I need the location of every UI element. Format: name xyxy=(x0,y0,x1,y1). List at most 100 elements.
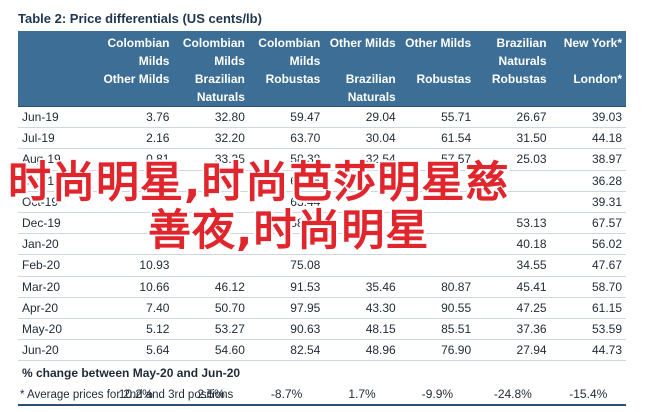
row-value-cell xyxy=(98,191,174,213)
table-row: Feb-20 10.93 75.08 34.55 47.67 xyxy=(18,254,626,277)
row-value-cell: 97.95 xyxy=(248,297,325,319)
column-header-line: Colombian xyxy=(258,36,321,50)
row-value-cell xyxy=(173,254,249,277)
row-value-cell xyxy=(324,254,400,277)
column-header-line: Brazilian xyxy=(345,72,396,86)
row-value-cell: 46.12 xyxy=(173,276,249,298)
row-month-cell: Dec-19 xyxy=(18,212,99,235)
row-month-cell: Sep-19 xyxy=(18,170,99,192)
row-value-cell: 48.15 xyxy=(324,318,400,341)
column-header-line: Other Milds xyxy=(103,72,170,86)
row-month-cell: Aug-19 xyxy=(18,148,99,171)
row-value-cell: 58.73 xyxy=(248,212,325,235)
row-value-cell: 35.46 xyxy=(324,276,400,298)
column-header-line: Naturals xyxy=(347,90,396,104)
row-value-cell: 31.50 xyxy=(475,127,551,150)
row-value-cell xyxy=(324,212,400,235)
table-row: Jun-20 5.64 54.60 82.54 48.96 76.90 27.94 44.73 xyxy=(18,339,626,362)
table-row: Jun-19 3.76 32.80 59.47 29.04 55.71 26.67 39.03 xyxy=(18,106,626,129)
row-value-cell: 3.76 xyxy=(98,106,174,129)
row-value-cell xyxy=(98,233,174,256)
column-header-line: Milds xyxy=(289,54,321,68)
row-value-cell: 45.41 xyxy=(475,276,551,298)
row-value-cell: 57.57 xyxy=(399,148,476,171)
column-header-line: Milds xyxy=(214,54,245,68)
pct-change-value: 1.7% xyxy=(324,383,400,406)
table-row: Dec-19 58.73 53.13 67.57 xyxy=(18,212,626,235)
row-month-cell: Jul-19 xyxy=(18,127,99,150)
row-value-cell: 40.18 xyxy=(475,233,551,256)
column-header: Brazilian Naturals Robustas xyxy=(475,31,551,107)
column-header-line: Other Milds xyxy=(329,36,396,50)
column-header-line: Other Milds xyxy=(405,36,472,50)
row-month-cell: Oct-19 xyxy=(18,191,99,213)
table-row: Mar-20 10.66 46.12 91.53 35.46 80.87 45.41 58.7… xyxy=(18,276,626,298)
row-value-cell: 29.04 xyxy=(324,106,400,129)
row-value-cell xyxy=(248,233,325,256)
table-row: Aug-19 0.81 33.35 58.38 32.54 57.57 25.03 38.97 xyxy=(18,148,626,171)
row-value-cell xyxy=(324,191,400,213)
row-value-cell: 90.55 xyxy=(399,297,476,319)
pct-change-value: -8.7% xyxy=(248,383,325,406)
column-header: Colombian Milds Robustas xyxy=(248,31,325,107)
row-value-cell xyxy=(173,191,249,213)
row-value-cell: 59.47 xyxy=(248,106,325,129)
row-value-cell: 2.16 xyxy=(98,127,174,150)
row-value-cell: 3.01 xyxy=(98,170,174,192)
row-value-cell: 61.96 xyxy=(248,170,325,192)
column-header-line: Colombian xyxy=(182,36,245,50)
column-header-line: Naturals xyxy=(196,90,245,104)
row-value-cell xyxy=(475,191,551,213)
column-header-line: Naturals xyxy=(498,54,547,68)
row-value-cell: 53.59 xyxy=(550,318,626,341)
row-value-cell: 80.87 xyxy=(399,276,476,298)
column-header-line: Robustas xyxy=(265,72,321,86)
column-header-line xyxy=(553,52,622,70)
row-value-cell: 25.03 xyxy=(475,148,551,171)
pct-change-value: 2.5% xyxy=(173,383,249,406)
row-value-cell: 34.55 xyxy=(475,254,551,277)
table-figure: Table 2: Price differentials (US cents/l… xyxy=(6,6,638,406)
row-value-cell: 85.51 xyxy=(399,318,476,341)
row-month-cell: Feb-20 xyxy=(18,254,99,277)
column-header: New York* London* xyxy=(550,31,626,107)
header-blank-cell xyxy=(18,31,99,107)
column-header-line xyxy=(402,52,471,70)
row-value-cell xyxy=(475,170,551,192)
row-value-cell: 50.70 xyxy=(173,297,249,319)
row-value-cell: 75.08 xyxy=(248,254,325,277)
row-value-cell: 30.04 xyxy=(324,127,400,150)
column-header-line: Milds xyxy=(138,54,170,68)
row-month-cell: Mar-20 xyxy=(18,276,99,298)
row-value-cell: 47.25 xyxy=(475,297,551,319)
row-value-cell: 53.13 xyxy=(475,212,551,235)
row-value-cell: 5.12 xyxy=(98,318,174,341)
row-value-cell: 32.20 xyxy=(173,127,249,150)
row-value-cell: 61.54 xyxy=(399,127,476,150)
row-value-cell xyxy=(399,170,476,192)
row-value-cell: 10.93 xyxy=(98,254,174,277)
row-value-cell: 63.44 xyxy=(248,191,325,213)
pct-change-label-row: % change between May-20 and Jun-20 xyxy=(18,361,626,384)
table-row: Oct-19 63.44 39.31 xyxy=(18,191,626,213)
row-value-cell xyxy=(324,170,400,192)
table-row: Apr-20 7.40 50.70 97.95 43.30 90.55 47.25 61.15 xyxy=(18,297,626,319)
table-row: May-20 5.12 53.27 90.63 48.15 85.51 37.36 53.59 xyxy=(18,318,626,341)
row-month-cell: Apr-20 xyxy=(18,297,99,319)
pct-change-value: -24.8% xyxy=(475,383,551,406)
table-row: Jul-19 2.16 32.20 63.70 30.04 61.54 31.50 44.18 xyxy=(18,127,626,150)
column-header-line: New York* xyxy=(563,36,622,50)
row-value-cell: 43.30 xyxy=(324,297,400,319)
price-differentials-table: Colombian Milds Other Milds Colombian Milds B… xyxy=(18,31,626,406)
row-value-cell: 61.15 xyxy=(550,297,626,319)
table-row: Jan-20 40.18 56.02 xyxy=(18,233,626,256)
row-value-cell xyxy=(98,212,174,235)
row-value-cell: 33.35 xyxy=(173,148,249,171)
table-row: Sep-19 3.01 61.96 36.28 xyxy=(18,170,626,192)
row-value-cell: 27.94 xyxy=(475,339,551,362)
pct-change-row: 10.2% 2.5% -8.7% 1.7% -9.9% -24.8% -15.4% xyxy=(18,383,626,406)
row-value-cell xyxy=(399,233,476,256)
row-value-cell: 90.63 xyxy=(248,318,325,341)
row-value-cell: 47.67 xyxy=(550,254,626,277)
header-row: Colombian Milds Other Milds Colombian Milds B… xyxy=(18,31,626,107)
